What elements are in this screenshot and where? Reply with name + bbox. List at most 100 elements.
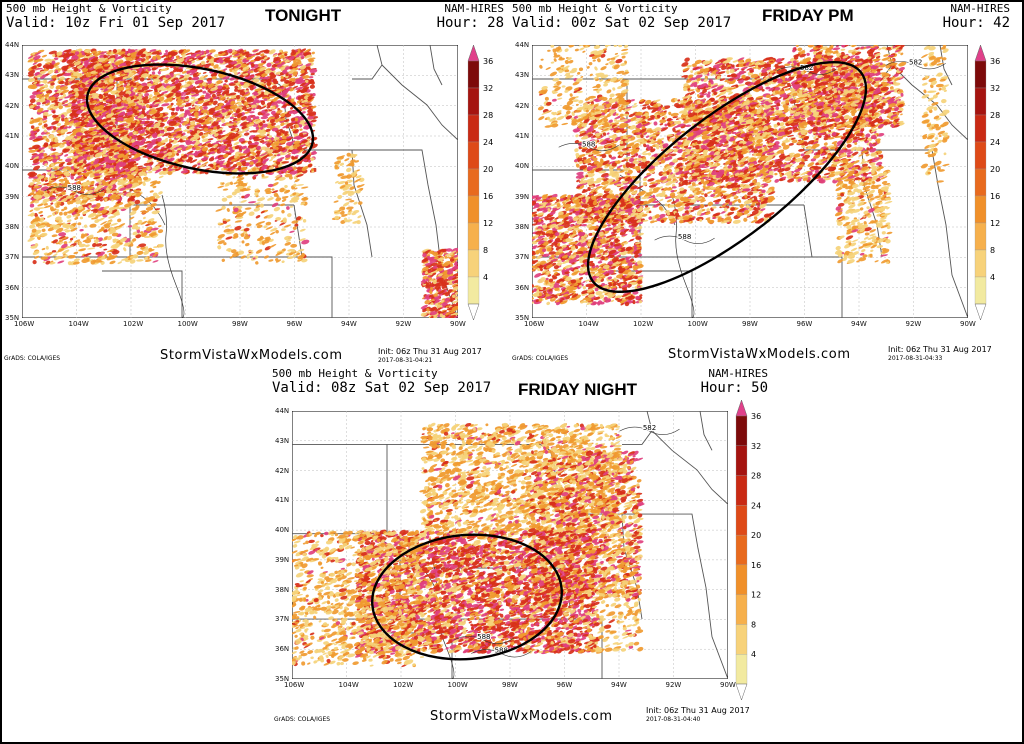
colorbar-band	[467, 114, 480, 143]
colorbar: 36 32 28 24 20 16 12 8 4	[972, 44, 1000, 321]
longitude-label: 104W	[339, 681, 359, 689]
latitude-label: 39N	[5, 193, 19, 201]
grads-credit: GrADS: COLA/IGES	[4, 355, 60, 362]
latitude-label: 35N	[275, 675, 289, 683]
period-tag: FRIDAY NIGHT	[518, 380, 637, 400]
longitude-label: 104W	[69, 320, 89, 328]
product-title: 500 mb Height & Vorticity	[512, 3, 731, 15]
colorbar-band	[735, 415, 748, 446]
height-contour-label: 588	[654, 232, 715, 244]
highlight-ellipse	[85, 63, 315, 175]
init-stamp: 2017-08-31-04:21	[378, 356, 482, 365]
longitude-label: 100W	[178, 320, 198, 328]
colorbar-band	[974, 276, 987, 305]
colorbar: 36 32 28 24 20 16 12 8 4	[465, 44, 493, 321]
colorbar-label: 24	[483, 138, 493, 147]
colorbar: 36 32 28 24 20 16 12 8 4	[733, 399, 761, 701]
longitude-label: 94W	[341, 320, 357, 328]
product-title: 500 mb Height & Vorticity	[272, 368, 491, 380]
latitude-label: 38N	[515, 223, 529, 231]
colorbar-band	[735, 505, 748, 536]
latitude-label: 44N	[5, 41, 19, 49]
colorbar-label: 32	[483, 84, 493, 93]
colorbar-label: 36	[483, 57, 493, 66]
valid-time: Valid: 08z Sat 02 Sep 2017	[272, 380, 491, 396]
colorbar-band	[467, 87, 480, 116]
period-tag: FRIDAY PM	[762, 6, 854, 26]
grads-credit: GrADS: COLA/IGES	[274, 716, 330, 723]
model-name: NAM-HIRES	[696, 368, 768, 380]
latitude-label: 37N	[5, 253, 19, 261]
init-stamp: 2017-08-31-04:33	[888, 354, 992, 363]
colorbar-band	[735, 445, 748, 476]
longitude-label: 92W	[906, 320, 922, 328]
colorbar-label: 4	[751, 650, 756, 659]
latitude-label: 38N	[5, 223, 19, 231]
vorticity-field	[27, 48, 458, 318]
longitude-label: 106W	[14, 320, 34, 328]
longitude-label: 92W	[396, 320, 412, 328]
colorbar-label: 24	[990, 138, 1000, 147]
colorbar-label: 8	[483, 246, 488, 255]
colorbar-label: 16	[990, 192, 1000, 201]
latitude-label: 43N	[5, 71, 19, 79]
watermark: StormVistaWxModels.com	[160, 348, 343, 363]
longitude-label: 102W	[393, 681, 413, 689]
colorbar-band	[467, 195, 480, 224]
longitude-label: 96W	[557, 681, 573, 689]
vorticity-field	[292, 422, 645, 668]
colorbar-label: 20	[751, 531, 761, 540]
panel-header: 500 mb Height & Vorticity Valid: 00z Sat…	[512, 3, 731, 32]
colorbar-label: 36	[751, 412, 761, 421]
vorticity-field	[532, 45, 950, 307]
vorticity-map: 582 588 588	[292, 411, 728, 679]
valid-time: Valid: 10z Fri 01 Sep 2017	[6, 15, 225, 31]
model-name: NAM-HIRES	[432, 3, 504, 15]
longitude-label: 98W	[742, 320, 758, 328]
longitude-label: 94W	[611, 681, 627, 689]
panel-header: 500 mb Height & Vorticity Valid: 10z Fri…	[6, 3, 225, 32]
colorbar-scale: 36 32 28 24 20 16 12 8 4	[974, 44, 1000, 321]
latitude-label: 35N	[515, 314, 529, 322]
longitude-label: 90W	[450, 320, 466, 328]
latitude-label: 40N	[275, 526, 289, 534]
longitude-label: 92W	[666, 681, 682, 689]
longitude-label: 104W	[579, 320, 599, 328]
longitude-label: 96W	[797, 320, 813, 328]
colorbar-label: 12	[483, 219, 493, 228]
longitude-label: 102W	[633, 320, 653, 328]
latitude-label: 41N	[5, 132, 19, 140]
height-contour-label: 582	[619, 423, 680, 435]
colorbar-label: 16	[483, 192, 493, 201]
height-contour-label: 588	[44, 183, 105, 195]
colorbar-label: 8	[990, 246, 995, 255]
colorbar-band	[467, 168, 480, 197]
colorbar-band	[974, 141, 987, 170]
colorbar-band	[974, 222, 987, 251]
colorbar-label: 32	[751, 442, 761, 451]
colorbar-label: 32	[990, 84, 1000, 93]
panel-header: 500 mb Height & Vorticity Valid: 08z Sat…	[272, 368, 491, 397]
colorbar-band	[735, 624, 748, 655]
colorbar-label: 28	[483, 111, 493, 120]
init-time: Init: 06z Thu 31 Aug 2017 2017-08-31-04:…	[378, 347, 482, 365]
init-time: Init: 06z Thu 31 Aug 2017 2017-08-31-04:…	[646, 706, 750, 724]
colorbar-band	[974, 87, 987, 116]
height-contour-label: 582	[885, 57, 946, 70]
colorbar-label: 16	[751, 561, 761, 570]
latitude-label: 43N	[275, 437, 289, 445]
valid-time: Valid: 00z Sat 02 Sep 2017	[512, 15, 731, 31]
latitude-label: 42N	[275, 467, 289, 475]
colorbar-label: 20	[990, 165, 1000, 174]
map-canvas: 582 582 588 588	[532, 45, 968, 318]
colorbar-band	[735, 564, 748, 595]
colorbar-label: 36	[990, 57, 1000, 66]
highlight-ellipse	[586, 60, 868, 294]
latitude-label: 37N	[275, 615, 289, 623]
period-tag: TONIGHT	[265, 6, 341, 26]
latitude-label: 40N	[5, 162, 19, 170]
longitude-label: 106W	[524, 320, 544, 328]
longitude-label: 90W	[720, 681, 736, 689]
